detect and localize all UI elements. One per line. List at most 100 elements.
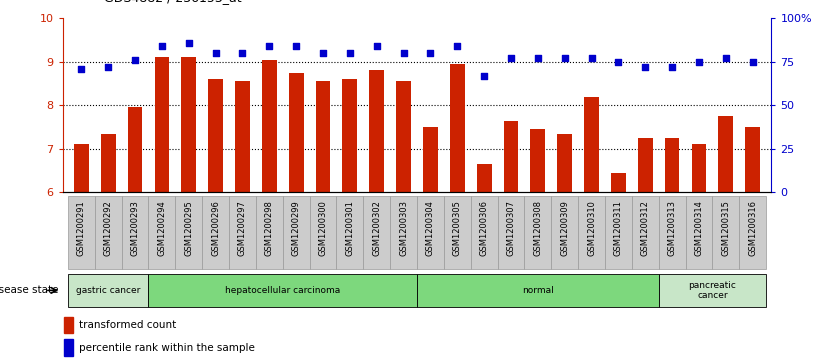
Bar (148, 274, 417, 307)
Text: GSM1200303: GSM1200303 (399, 200, 408, 256)
Bar (632, 196, 659, 269)
Text: GSM1200306: GSM1200306 (480, 200, 489, 256)
Bar (289, 73, 304, 192)
Point (639, 64, 652, 70)
Text: GSM1200305: GSM1200305 (453, 200, 462, 256)
Text: hepatocellular carcinoma: hepatocellular carcinoma (225, 286, 340, 295)
Bar (504, 121, 519, 192)
Text: GSM1200308: GSM1200308 (533, 200, 542, 256)
Bar (208, 79, 223, 192)
Text: GSM1200293: GSM1200293 (131, 200, 139, 256)
Point (585, 55, 598, 61)
Text: GSM1200304: GSM1200304 (426, 200, 435, 256)
Text: gastric cancer: gastric cancer (76, 286, 140, 295)
Text: GSM1200307: GSM1200307 (506, 200, 515, 256)
Bar (470, 196, 498, 269)
Point (209, 50, 223, 56)
Point (128, 57, 142, 63)
Point (102, 64, 115, 70)
Bar (262, 60, 277, 192)
Bar (659, 196, 686, 269)
Bar (665, 138, 680, 192)
Bar (343, 79, 357, 192)
Point (75, 66, 88, 72)
Point (424, 50, 437, 56)
Point (182, 40, 195, 45)
Text: percentile rank within the sample: percentile rank within the sample (78, 343, 254, 352)
Text: GSM1200297: GSM1200297 (238, 200, 247, 256)
Text: GSM1200311: GSM1200311 (614, 200, 623, 256)
Text: GSM1200313: GSM1200313 (667, 200, 676, 256)
Text: GSM1200316: GSM1200316 (748, 200, 757, 256)
Bar (369, 70, 384, 192)
Bar (95, 196, 122, 269)
Bar (315, 81, 330, 192)
Point (558, 55, 571, 61)
Text: GSM1200292: GSM1200292 (103, 200, 113, 256)
Bar (229, 196, 256, 269)
Point (477, 73, 490, 78)
Text: GSM1200300: GSM1200300 (319, 200, 328, 256)
Bar (202, 196, 229, 269)
Text: GSM1200315: GSM1200315 (721, 200, 731, 256)
Point (666, 64, 679, 70)
Text: GSM1200291: GSM1200291 (77, 200, 86, 256)
Bar (417, 196, 444, 269)
Text: normal: normal (522, 286, 554, 295)
Point (397, 50, 410, 56)
Text: GSM1200302: GSM1200302 (372, 200, 381, 256)
Text: disease state: disease state (0, 285, 58, 295)
Bar (181, 57, 196, 192)
Bar (718, 116, 733, 192)
Bar (638, 138, 653, 192)
Bar (450, 64, 465, 192)
Text: transformed count: transformed count (78, 321, 176, 330)
Bar (605, 196, 632, 269)
Bar (712, 196, 739, 269)
Bar (64, 317, 73, 333)
Point (692, 59, 706, 65)
Text: GSM1200294: GSM1200294 (158, 200, 167, 256)
Point (155, 43, 168, 49)
Bar (739, 196, 766, 269)
Point (450, 43, 464, 49)
Bar (746, 127, 760, 192)
Bar (557, 134, 572, 192)
Point (746, 59, 759, 65)
Point (505, 55, 518, 61)
Text: GSM1200301: GSM1200301 (345, 200, 354, 256)
Text: GSM1200309: GSM1200309 (560, 200, 569, 256)
Point (263, 43, 276, 49)
Bar (525, 196, 551, 269)
Text: GSM1200298: GSM1200298 (265, 200, 274, 256)
Bar (584, 97, 599, 192)
Bar (148, 196, 175, 269)
Bar (691, 144, 706, 192)
Point (370, 43, 384, 49)
Bar (423, 127, 438, 192)
Point (289, 43, 303, 49)
Text: GSM1200314: GSM1200314 (695, 200, 703, 256)
Bar (477, 164, 491, 192)
Bar (74, 144, 88, 192)
Bar (256, 196, 283, 269)
Bar (283, 196, 309, 269)
Text: pancreatic
cancer: pancreatic cancer (688, 281, 736, 300)
Bar (68, 274, 148, 307)
Bar (396, 81, 411, 192)
Bar (128, 107, 143, 192)
Bar (578, 196, 605, 269)
Bar (611, 173, 626, 192)
Bar (551, 196, 578, 269)
Bar (417, 274, 659, 307)
Bar (336, 196, 364, 269)
Bar (530, 129, 545, 192)
Bar (235, 81, 250, 192)
Point (344, 50, 357, 56)
Bar (444, 196, 470, 269)
Point (611, 59, 625, 65)
Text: GSM1200312: GSM1200312 (641, 200, 650, 256)
Bar (154, 57, 169, 192)
Point (719, 55, 732, 61)
Bar (68, 196, 95, 269)
